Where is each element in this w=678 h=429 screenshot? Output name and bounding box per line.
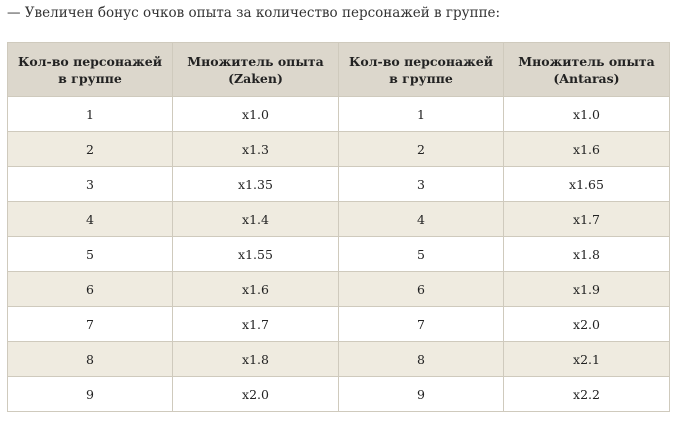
cell-party-size-zaken: 6 bbox=[7, 271, 173, 307]
cell-party-size-zaken: 2 bbox=[7, 131, 173, 167]
cell-party-size-antaras: 4 bbox=[338, 201, 504, 237]
cell-multiplier-zaken: x1.4 bbox=[172, 201, 339, 237]
cell-party-size-zaken: 3 bbox=[7, 166, 173, 202]
cell-multiplier-zaken: x1.6 bbox=[172, 271, 339, 307]
cell-multiplier-antaras: x1.7 bbox=[503, 201, 670, 237]
table-row: 2 x1.3 2 x1.6 bbox=[7, 131, 670, 167]
table-row: 1 x1.0 1 x1.0 bbox=[7, 96, 670, 132]
cell-multiplier-zaken: x1.0 bbox=[172, 96, 339, 132]
cell-multiplier-zaken: x1.8 bbox=[172, 341, 339, 377]
table-body: 1 x1.0 1 x1.0 2 x1.3 2 x1.6 3 x1.35 3 x1.65 4 x1.4 4 x1… bbox=[7, 96, 670, 412]
cell-party-size-antaras: 2 bbox=[338, 131, 504, 167]
cell-multiplier-antaras: x1.9 bbox=[503, 271, 670, 307]
cell-multiplier-zaken: x1.55 bbox=[172, 236, 339, 272]
cell-party-size-antaras: 5 bbox=[338, 236, 504, 272]
cell-multiplier-antaras: x2.1 bbox=[503, 341, 670, 377]
table-row: 3 x1.35 3 x1.65 bbox=[7, 166, 670, 202]
intro-text: — Увеличен бонус очков опыта за количест… bbox=[7, 5, 501, 21]
cell-multiplier-antaras: x2.2 bbox=[503, 376, 670, 412]
cell-party-size-antaras: 7 bbox=[338, 306, 504, 342]
cell-multiplier-zaken: x1.7 bbox=[172, 306, 339, 342]
table-row: 7 x1.7 7 x2.0 bbox=[7, 306, 670, 342]
cell-multiplier-zaken: x1.35 bbox=[172, 166, 339, 202]
cell-party-size-zaken: 4 bbox=[7, 201, 173, 237]
header-party-size-antaras: Кол-во персонажей в группе bbox=[338, 42, 504, 97]
cell-party-size-zaken: 5 bbox=[7, 236, 173, 272]
cell-multiplier-antaras: x1.0 bbox=[503, 96, 670, 132]
cell-party-size-antaras: 9 bbox=[338, 376, 504, 412]
cell-multiplier-antaras: x1.65 bbox=[503, 166, 670, 202]
cell-multiplier-antaras: x1.6 bbox=[503, 131, 670, 167]
cell-party-size-zaken: 8 bbox=[7, 341, 173, 377]
xp-multiplier-table: Кол-во персонажей в группе Множитель опы… bbox=[7, 42, 670, 412]
cell-multiplier-antaras: x1.8 bbox=[503, 236, 670, 272]
cell-party-size-antaras: 1 bbox=[338, 96, 504, 132]
cell-party-size-zaken: 9 bbox=[7, 376, 173, 412]
table-row: 9 x2.0 9 x2.2 bbox=[7, 376, 670, 412]
cell-party-size-antaras: 6 bbox=[338, 271, 504, 307]
table-row: 5 x1.55 5 x1.8 bbox=[7, 236, 670, 272]
header-multiplier-antaras: Множитель опыта (Antaras) bbox=[503, 42, 670, 97]
header-row: Кол-во персонажей в группе Множитель опы… bbox=[7, 42, 670, 97]
cell-multiplier-zaken: x2.0 bbox=[172, 376, 339, 412]
cell-party-size-zaken: 1 bbox=[7, 96, 173, 132]
header-multiplier-zaken: Множитель опыта (Zaken) bbox=[172, 42, 339, 97]
cell-multiplier-zaken: x1.3 bbox=[172, 131, 339, 167]
table-row: 8 x1.8 8 x2.1 bbox=[7, 341, 670, 377]
table-row: 6 x1.6 6 x1.9 bbox=[7, 271, 670, 307]
cell-party-size-zaken: 7 bbox=[7, 306, 173, 342]
cell-party-size-antaras: 8 bbox=[338, 341, 504, 377]
cell-party-size-antaras: 3 bbox=[338, 166, 504, 202]
header-party-size-zaken: Кол-во персонажей в группе bbox=[7, 42, 173, 97]
table-row: 4 x1.4 4 x1.7 bbox=[7, 201, 670, 237]
table-header: Кол-во персонажей в группе Множитель опы… bbox=[7, 42, 670, 97]
cell-multiplier-antaras: x2.0 bbox=[503, 306, 670, 342]
